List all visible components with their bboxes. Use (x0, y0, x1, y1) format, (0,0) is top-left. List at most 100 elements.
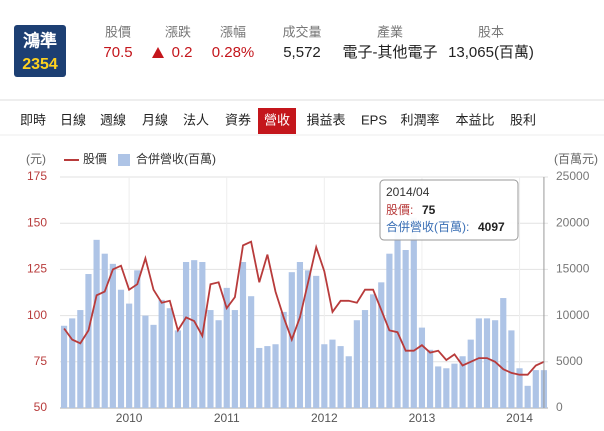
bar (329, 339, 336, 408)
bar (174, 330, 182, 408)
tab[interactable]: 利潤率 (400, 112, 439, 127)
bar (256, 347, 263, 408)
bar (353, 320, 360, 408)
tab[interactable]: 本益比 (455, 112, 494, 127)
bar (345, 356, 352, 408)
up-arrow (152, 47, 164, 58)
bar (93, 239, 100, 408)
bar (69, 318, 76, 408)
tooltip-title: 2014/04 (386, 185, 430, 199)
bar (142, 315, 149, 408)
y2-tick-label: 15000 (556, 262, 590, 276)
tab[interactable]: 週線 (100, 112, 126, 127)
y2-tick-label: 10000 (556, 308, 590, 322)
x-tick-label: 2011 (214, 411, 240, 425)
field-label: 漲幅 (220, 24, 246, 39)
bar (296, 262, 304, 408)
bar (451, 363, 458, 408)
field-label: 股價 (105, 24, 131, 39)
bar (166, 308, 173, 408)
bar (239, 262, 247, 408)
bar (337, 346, 344, 408)
y-tick-label: 125 (27, 262, 47, 276)
x-tick-label: 2012 (311, 411, 338, 425)
y-tick-label: 100 (27, 308, 47, 322)
field-value: 5,572 (283, 44, 321, 61)
bar (304, 270, 312, 408)
bar (483, 318, 491, 408)
field-label: 產業 (377, 24, 403, 39)
bar (500, 298, 507, 408)
tab[interactable]: 損益表 (306, 112, 345, 127)
y2-tick-label: 25000 (556, 169, 590, 183)
bar (150, 324, 157, 408)
tooltip-value: 75 (422, 203, 436, 217)
bar (134, 270, 141, 408)
x-tick-label: 2013 (409, 411, 436, 425)
tooltip-box (379, 179, 519, 241)
y-tick-label: 75 (34, 354, 48, 368)
bar (223, 287, 230, 408)
bar (126, 303, 133, 408)
tab[interactable]: 日線 (60, 112, 86, 127)
tab[interactable]: 股利 (510, 112, 536, 127)
bar (492, 320, 499, 408)
field-value: 70.5 (103, 44, 132, 61)
x-tick-label: 2014 (506, 411, 533, 425)
bar (264, 346, 271, 408)
bar (85, 274, 92, 408)
bar (231, 310, 238, 408)
bar (361, 310, 369, 408)
bar (321, 344, 328, 408)
bar (117, 289, 125, 408)
legend-label: 合併營收(百萬) (136, 151, 216, 166)
price-line (63, 240, 545, 376)
y-tick-label: 150 (27, 215, 47, 229)
y-tick-label: 50 (34, 400, 48, 414)
bar (207, 310, 214, 408)
y-axis-unit: (元) (26, 152, 46, 166)
bar (394, 224, 401, 408)
bar (426, 349, 434, 408)
field-value: 電子-其他電子 (343, 44, 438, 61)
bar (475, 318, 482, 408)
bar (532, 370, 539, 408)
bar (508, 330, 515, 408)
bar (158, 299, 165, 408)
y2-tick-label: 20000 (556, 215, 590, 229)
bar (418, 327, 426, 408)
tab[interactable]: 營收 (264, 112, 290, 127)
field-label: 股本 (478, 24, 504, 39)
y2-tick-label: 0 (556, 400, 563, 414)
tab[interactable]: 月線 (142, 112, 168, 127)
tab[interactable]: 資券 (225, 112, 251, 127)
bar (191, 260, 198, 408)
logo (14, 25, 66, 77)
y2-axis-unit: (百萬元) (554, 152, 598, 166)
legend-label: 股價 (83, 152, 107, 166)
bar (516, 368, 523, 408)
bar (109, 263, 116, 408)
stock-name: 鴻準 (23, 30, 57, 50)
legend-swatch (118, 154, 130, 166)
field-label: 漲跌 (165, 24, 191, 39)
tab[interactable]: 即時 (20, 112, 46, 127)
tab[interactable]: 法人 (183, 112, 209, 127)
bar (370, 294, 377, 408)
bar (467, 339, 474, 408)
bar (280, 311, 287, 408)
bar (524, 385, 531, 408)
bar (272, 344, 279, 408)
tab[interactable]: EPS (361, 112, 387, 127)
bar (435, 366, 442, 408)
tooltip-value: 4097 (478, 220, 505, 234)
bar (459, 356, 466, 408)
stock-code: 2354 (22, 56, 58, 73)
y-tick-label: 175 (27, 169, 47, 183)
bar (215, 320, 222, 408)
field-value: 0.28% (212, 44, 255, 61)
bar (443, 368, 450, 408)
bar (101, 253, 108, 408)
bar (313, 275, 320, 408)
